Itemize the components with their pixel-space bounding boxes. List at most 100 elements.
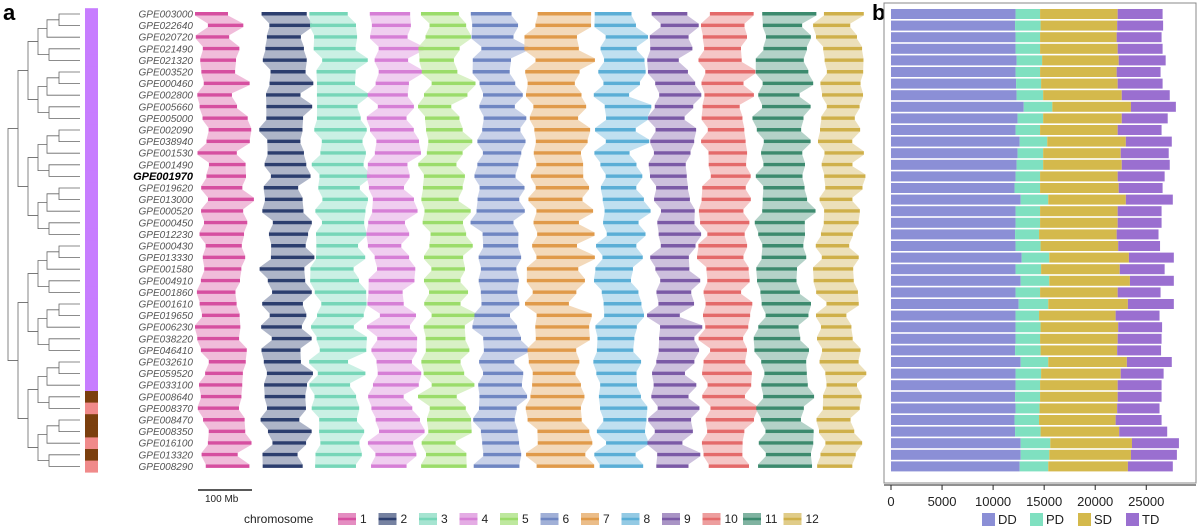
synteny-link <box>755 61 809 70</box>
synteny-link <box>819 201 860 210</box>
synteny-link <box>822 96 864 105</box>
synteny-link <box>429 235 473 244</box>
chromosome-segment <box>822 93 864 97</box>
chromosome-segment <box>314 290 367 294</box>
synteny-link <box>647 317 703 326</box>
bar-segment-pd <box>1015 310 1040 321</box>
chromosome-segment <box>378 70 423 74</box>
bar-segment-pd <box>1015 241 1041 251</box>
chromosome-segment <box>707 278 750 283</box>
sample-label: GPE021320 <box>139 56 194 67</box>
synteny-link <box>648 154 691 163</box>
bar-legend-label: SD <box>1094 512 1112 527</box>
bar-row <box>891 55 1166 66</box>
bar-segment-pd <box>1015 368 1042 379</box>
chromosome-segment <box>710 174 751 178</box>
synteny-link <box>320 143 366 152</box>
synteny-link <box>316 85 368 94</box>
chromosome-segment <box>271 336 312 341</box>
bar-segment-pd <box>1016 78 1042 89</box>
synteny-link <box>600 189 644 198</box>
synteny-link <box>202 247 246 256</box>
chromosome-segment <box>648 116 685 120</box>
synteny-link <box>756 270 798 279</box>
chromosome-segment <box>309 383 351 387</box>
synteny-link <box>816 293 859 302</box>
bar-segment-dd <box>891 333 1016 344</box>
chromosome-segment <box>755 174 803 178</box>
group-cell <box>85 275 98 287</box>
chromosome-segment <box>367 244 402 248</box>
bar-row <box>891 299 1174 309</box>
synteny-link <box>528 201 594 210</box>
chromosome-12-blocks <box>813 12 867 468</box>
synteny-link <box>698 61 756 70</box>
chromosome-segment <box>658 302 695 306</box>
chromosome-segment <box>761 151 803 155</box>
chromosome-segment <box>207 23 244 28</box>
chromosome-segment <box>201 186 243 190</box>
synteny-link <box>478 375 524 384</box>
chromosome-segment <box>206 139 250 144</box>
synteny-link <box>316 340 367 349</box>
synteny-link <box>758 96 811 105</box>
chromosome-segment <box>204 267 242 271</box>
sample-label: GPE001970 <box>133 171 194 183</box>
chromosome-segment <box>765 313 809 318</box>
synteny-link <box>760 421 814 430</box>
bar-segment-pd <box>1015 322 1041 333</box>
synteny-link <box>472 50 529 59</box>
bar-segment-sd <box>1052 101 1131 112</box>
synteny-link <box>813 27 857 36</box>
synteny-link <box>763 38 811 47</box>
chromosome-segment <box>428 429 472 434</box>
bar-segment-sd <box>1039 229 1117 240</box>
synteny-link <box>199 235 245 244</box>
bar-segment-sd <box>1040 345 1118 356</box>
chromosome-segment <box>650 255 689 260</box>
chromosome-segment <box>763 46 807 51</box>
synteny-link <box>648 108 694 117</box>
synteny-link <box>197 85 250 94</box>
chromosome-segment <box>527 81 575 86</box>
synteny-link <box>315 247 366 256</box>
chromosome-legend-label: 4 <box>482 512 489 526</box>
bar-row <box>891 252 1174 263</box>
chromosome-segment <box>474 313 510 318</box>
synteny-link <box>533 212 594 221</box>
chromosome-segment <box>654 104 694 109</box>
synteny-link <box>421 363 465 372</box>
chromosome-segment <box>421 360 461 364</box>
chromosome-legend-label: 1 <box>360 512 367 526</box>
chromosome-segment <box>826 302 859 306</box>
bar-segment-dd <box>891 415 1015 425</box>
synteny-link <box>427 409 472 418</box>
synteny-link <box>533 154 584 163</box>
chromosome-segment <box>367 302 404 306</box>
synteny-link <box>752 108 811 117</box>
synteny-link <box>202 119 252 128</box>
sample-label: GPE003000 <box>139 10 194 21</box>
chromosome-segment <box>819 197 853 202</box>
chromosome-segment <box>532 383 581 387</box>
chromosome-segment <box>815 35 857 39</box>
synteny-link <box>525 61 595 70</box>
chromosome-segment <box>479 394 528 399</box>
synteny-link <box>702 177 751 186</box>
synteny-link <box>525 73 580 82</box>
bar-segment-dd <box>891 125 1016 135</box>
chromosome-segment <box>535 58 595 62</box>
synteny-link <box>268 224 312 233</box>
chromosome-segment <box>813 278 854 283</box>
bar-segment-pd <box>1023 101 1053 112</box>
synteny-link <box>756 259 807 268</box>
bar-segment-sd <box>1047 136 1126 147</box>
synteny-link <box>266 27 313 36</box>
chromosome-segment <box>269 23 313 28</box>
synteny-link <box>470 212 525 221</box>
sample-label: GPE000450 <box>139 218 194 229</box>
synteny-link <box>594 15 636 24</box>
chromosome-segment <box>316 232 367 236</box>
chromosome-segment <box>762 197 808 202</box>
group-cell <box>85 391 98 403</box>
